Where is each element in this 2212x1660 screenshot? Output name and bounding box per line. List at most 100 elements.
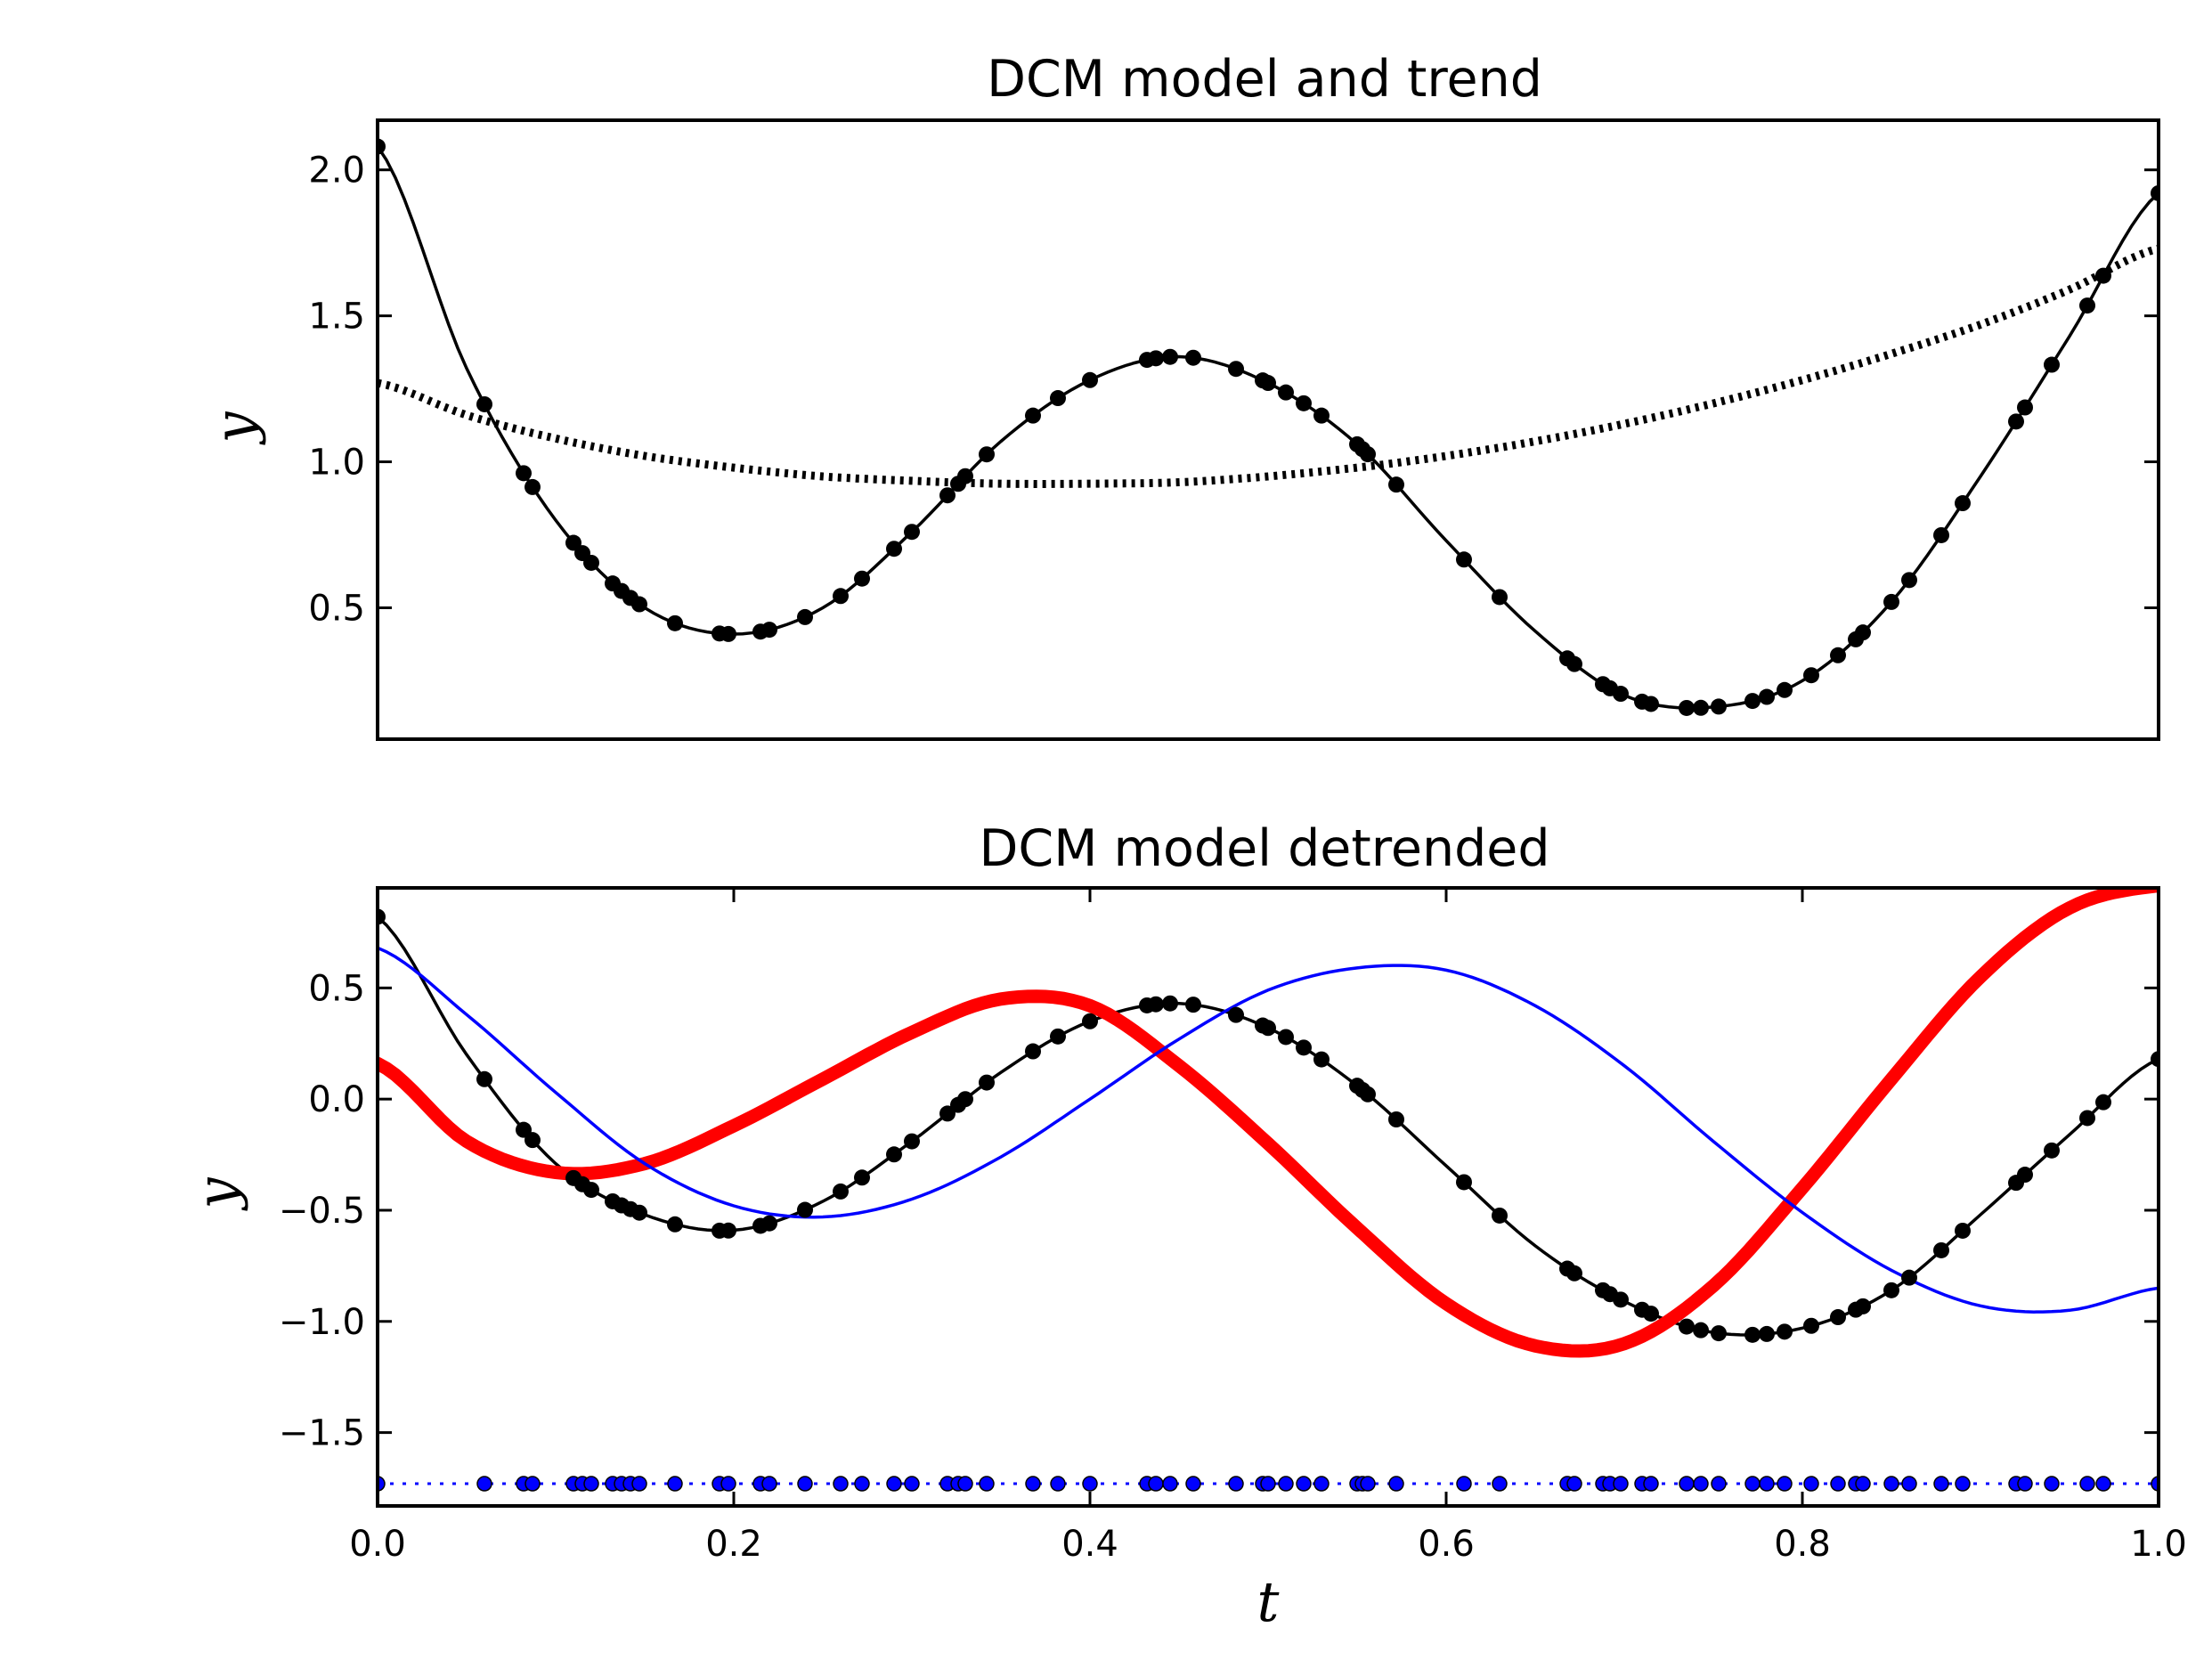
bottom-sample-point <box>378 908 386 925</box>
top-sample-point <box>2017 399 2033 416</box>
sample-time-marker <box>854 1476 870 1492</box>
bottom-plot-frame <box>376 886 2160 1508</box>
top-sample-point <box>1456 551 1472 568</box>
top-sample-point <box>1162 348 1178 365</box>
top-chart-panel: DCM model and trend y 0.5 1.0 1.5 2.0 <box>202 50 2160 741</box>
sample-time-marker <box>1260 1476 1276 1492</box>
top-plot-area <box>378 138 2159 716</box>
top-sample-point <box>1744 693 1761 710</box>
sample-time-marker <box>2079 1476 2095 1492</box>
sample-time-marker <box>1613 1476 1629 1492</box>
sample-time-marker <box>1050 1476 1066 1492</box>
top-sample-point <box>1933 526 1949 543</box>
bottom-sample-point <box>667 1216 683 1233</box>
top-sample-point <box>957 468 973 484</box>
bottom-sample-point <box>1148 996 1164 1013</box>
top-sample-point <box>1185 349 1201 366</box>
sample-time-marker <box>2044 1476 2060 1492</box>
top-plot-frame <box>376 118 2160 741</box>
sample-time-marker <box>667 1476 683 1492</box>
bottom-sample-point <box>1228 1006 1244 1023</box>
bottom-sample-point <box>939 1105 956 1122</box>
sample-time-marker <box>1759 1476 1775 1492</box>
bottom-sample-point <box>979 1074 995 1091</box>
top-sample-point <box>979 446 995 463</box>
bottom-sample-point <box>1855 1298 1871 1314</box>
bottom-sample-point <box>833 1183 849 1200</box>
bottom-sample-point <box>1613 1291 1629 1308</box>
bottom-ytick-label: −0.5 <box>279 1191 365 1232</box>
bottom-series-line-2 <box>378 946 2159 1314</box>
top-ytick-label: 1.5 <box>308 297 365 338</box>
top-sample-point <box>886 541 902 557</box>
top-ytick-label: 0.5 <box>308 588 365 629</box>
bottom-sample-point <box>2151 1051 2159 1068</box>
sample-time-marker <box>1185 1476 1201 1492</box>
sample-time-marker <box>1830 1476 1846 1492</box>
bottom-chart-panel: DCM model detrended y t −1.5 −1.0 −0.5 0.0 0… <box>184 819 2187 1634</box>
top-sample-point <box>854 570 870 587</box>
sample-time-marker <box>720 1476 736 1492</box>
top-sample-point <box>1296 395 1312 411</box>
sample-time-marker <box>1492 1476 1508 1492</box>
top-sample-point <box>939 487 956 504</box>
top-sample-point <box>1260 375 1276 392</box>
top-sample-point <box>1082 371 1098 388</box>
sample-time-marker <box>1360 1476 1376 1492</box>
bottom-sample-point <box>525 1132 541 1149</box>
bottom-x-axis-label: t <box>1257 1569 1280 1634</box>
top-series-line-1 <box>378 244 2159 488</box>
bottom-sample-point <box>1388 1111 1404 1128</box>
bottom-sample-point <box>583 1182 599 1199</box>
sample-time-marker <box>1643 1476 1659 1492</box>
top-sample-point <box>1693 699 1709 716</box>
top-sample-point <box>2151 184 2159 201</box>
sample-time-marker <box>1693 1476 1709 1492</box>
top-sample-point <box>797 608 813 625</box>
top-y-axis-label: y <box>202 411 267 446</box>
bottom-sample-point <box>1082 1013 1098 1029</box>
bottom-sample-point <box>854 1169 870 1186</box>
sample-time-marker <box>631 1476 647 1492</box>
top-sample-point <box>1711 698 1727 715</box>
sample-time-marker <box>583 1476 599 1492</box>
top-sample-point <box>720 625 736 642</box>
bottom-sample-point <box>957 1091 973 1108</box>
sample-time-marker <box>1162 1476 1178 1492</box>
top-sample-point <box>1228 361 1244 378</box>
top-sample-point <box>525 478 541 495</box>
sample-time-marker <box>979 1476 995 1492</box>
bottom-sample-point <box>1313 1051 1330 1068</box>
top-sample-point <box>1613 686 1629 703</box>
sample-time-marker <box>1228 1476 1244 1492</box>
bottom-sample-point <box>886 1146 902 1163</box>
bottom-sample-point <box>1777 1323 1793 1340</box>
sample-time-marker <box>1082 1476 1098 1492</box>
sample-time-marker <box>1901 1476 1917 1492</box>
bottom-sample-point <box>1566 1265 1582 1282</box>
top-sample-point <box>1830 647 1846 663</box>
sample-time-marker <box>1855 1476 1871 1492</box>
top-sample-point <box>2008 413 2024 430</box>
bottom-chart-title: DCM model detrended <box>980 819 1550 878</box>
sample-time-marker <box>761 1476 777 1492</box>
sample-time-marker <box>525 1476 541 1492</box>
top-sample-point <box>2044 356 2060 373</box>
top-sample-point <box>1901 572 1917 589</box>
sample-time-marker <box>1296 1476 1312 1492</box>
top-sample-point <box>1803 667 1819 684</box>
sample-time-marker <box>1777 1476 1793 1492</box>
bottom-series-line-1 <box>378 888 2159 1358</box>
bottom-sample-point <box>1711 1325 1727 1342</box>
bottom-sample-point <box>1679 1318 1695 1335</box>
sample-time-marker <box>1278 1476 1294 1492</box>
bottom-ytick-label: 0.0 <box>308 1079 365 1120</box>
top-sample-point <box>904 524 920 541</box>
bottom-sample-point <box>631 1204 647 1221</box>
sample-time-marker <box>1566 1476 1582 1492</box>
top-sample-point <box>761 622 777 639</box>
bottom-sample-point <box>1492 1207 1508 1224</box>
bottom-sample-point <box>1456 1174 1472 1191</box>
top-ytick-label: 2.0 <box>308 151 365 191</box>
